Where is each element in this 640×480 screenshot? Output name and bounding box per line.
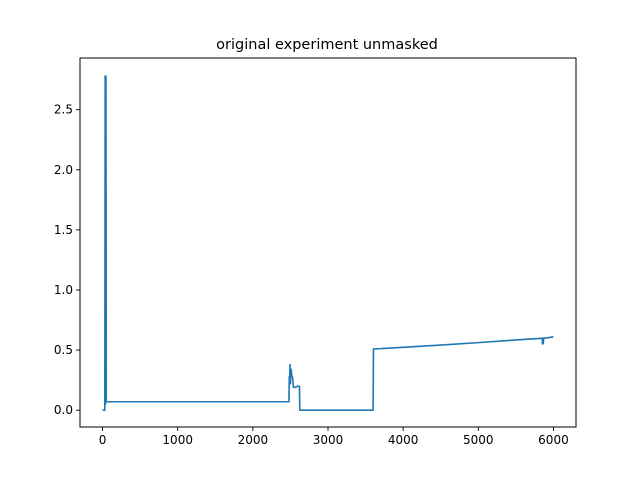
x-tick-label: 6000	[538, 433, 569, 447]
y-tick-label: 2.5	[54, 103, 73, 117]
x-tick-label: 5000	[463, 433, 494, 447]
y-tick-label: 2.0	[54, 163, 73, 177]
x-tick-label: 0	[99, 433, 107, 447]
plot-area	[102, 75, 554, 411]
y-tick-label: 0.0	[54, 403, 73, 417]
plot-frame	[79, 57, 577, 428]
x-tick-label: 1000	[162, 433, 193, 447]
x-tick-label: 2000	[238, 433, 269, 447]
x-tick-label: 3000	[313, 433, 344, 447]
series-line-0	[102, 75, 554, 411]
y-tick-label: 1.5	[54, 223, 73, 237]
y-tick-label: 1.0	[54, 283, 73, 297]
x-axis: 0 1000 2000 3000 4000 5000 6000	[99, 427, 569, 447]
y-axis: 0.0 0.5 1.0 1.5 2.0 2.5	[54, 103, 80, 417]
x-tick-label: 4000	[388, 433, 419, 447]
y-tick-label: 0.5	[54, 343, 73, 357]
chart-title: original experiment unmasked	[216, 37, 438, 53]
